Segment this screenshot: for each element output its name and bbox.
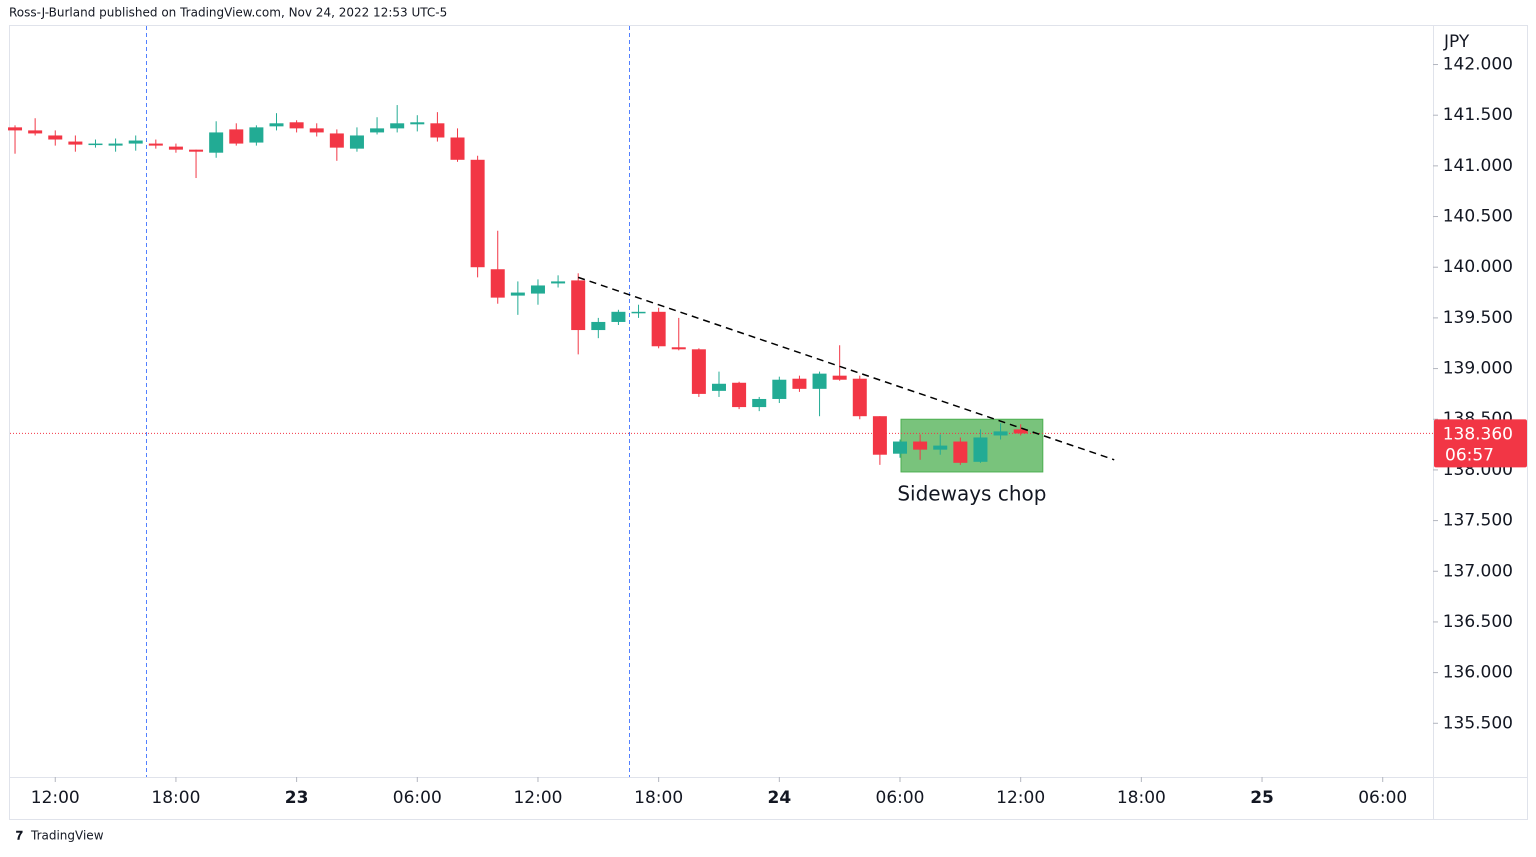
currency: JPY: [1443, 32, 1470, 52]
candle-body: [551, 281, 566, 284]
countdown: 06:57: [1445, 445, 1494, 465]
x-tick-label: 24: [767, 788, 791, 808]
candle-body: [28, 130, 43, 134]
candle-body: [349, 135, 364, 149]
candle-body: [953, 441, 968, 463]
annotation: Sideways chop: [897, 481, 1046, 505]
x-tick-label: 06:00: [876, 788, 925, 808]
candle-body: [168, 146, 183, 150]
candle-body: [571, 280, 586, 331]
y-tick-label: 136.000: [1443, 663, 1513, 683]
x-tick-label: 12:00: [31, 788, 80, 808]
price-label-box: [1434, 419, 1527, 468]
x-tick-label: 06:00: [393, 788, 442, 808]
candle-body: [832, 375, 847, 380]
x-tick-label: 06:00: [1358, 788, 1407, 808]
candle-body: [269, 123, 284, 127]
trendline: [577, 276, 1115, 461]
candle-body: [872, 416, 887, 455]
header: Ross-J-Burland published on TradingView.…: [9, 6, 447, 20]
candle-body: [229, 129, 244, 144]
y-tick-label: 135.500: [1443, 713, 1513, 733]
frame: [9, 25, 1528, 820]
y-tick-label: 139.500: [1443, 308, 1513, 328]
candle-body: [893, 441, 908, 454]
y-tick-label: 140.000: [1443, 257, 1513, 277]
price-label: 138.360: [1443, 424, 1513, 444]
x-tick-label: 25: [1250, 788, 1274, 808]
y-tick-label: 142.000: [1443, 55, 1513, 75]
y-tick-label: 136.500: [1443, 612, 1513, 632]
candle-body: [410, 122, 425, 125]
y-tick-label: 140.500: [1443, 207, 1513, 227]
candle-body: [631, 311, 646, 314]
candle-body: [470, 159, 485, 268]
candle-body: [128, 140, 143, 144]
candle-body: [792, 378, 807, 389]
candle-body: [189, 149, 204, 152]
candle-body: [711, 383, 726, 391]
candle-body: [752, 398, 767, 408]
y-tick-label: 141.000: [1443, 156, 1513, 176]
candle-body: [329, 133, 344, 148]
candle-body: [671, 347, 686, 350]
candle-body: [772, 379, 787, 399]
candle-body: [370, 128, 385, 133]
y-tick-label: 139.000: [1443, 359, 1513, 379]
candle-body: [8, 127, 23, 131]
candle-body: [852, 378, 867, 417]
candle-body: [611, 311, 626, 322]
candle-body: [812, 373, 827, 389]
candle-body: [450, 137, 465, 160]
candle-body: [289, 122, 304, 129]
candle-body: [732, 382, 747, 408]
x-tick-label: 18:00: [1117, 788, 1166, 808]
y-tick-label: 141.500: [1443, 105, 1513, 125]
logo-mark: 𝟕: [16, 829, 23, 843]
candle-body: [973, 437, 988, 462]
candle-body: [48, 135, 63, 140]
candle-body: [993, 431, 1008, 436]
candle-body: [390, 123, 405, 129]
candle-body: [88, 143, 103, 146]
y-tick-label: 137.000: [1443, 561, 1513, 581]
y-tick-label: 137.500: [1443, 511, 1513, 531]
candle-body: [430, 123, 445, 138]
candle-body: [148, 143, 163, 146]
candle-body: [510, 292, 525, 296]
x-tick-label: 18:00: [151, 788, 200, 808]
candle-body: [209, 132, 224, 153]
candle-body: [913, 441, 928, 450]
candle-body: [933, 445, 948, 450]
candle-body: [651, 311, 666, 347]
candle-body: [108, 143, 123, 146]
x-tick-label: 12:00: [513, 788, 562, 808]
x-tick-label: 18:00: [634, 788, 683, 808]
candle-body: [68, 141, 83, 145]
candle-body: [249, 127, 264, 143]
x-tick-label: 23: [285, 788, 309, 808]
candle-body: [691, 349, 706, 394]
candle-body: [490, 269, 505, 298]
candle-body: [530, 285, 545, 294]
footer: TradingView: [30, 829, 104, 843]
x-tick-label: 12:00: [996, 788, 1045, 808]
candle-body: [309, 128, 324, 133]
candle-body: [591, 321, 606, 331]
candle-body: [1013, 429, 1028, 434]
